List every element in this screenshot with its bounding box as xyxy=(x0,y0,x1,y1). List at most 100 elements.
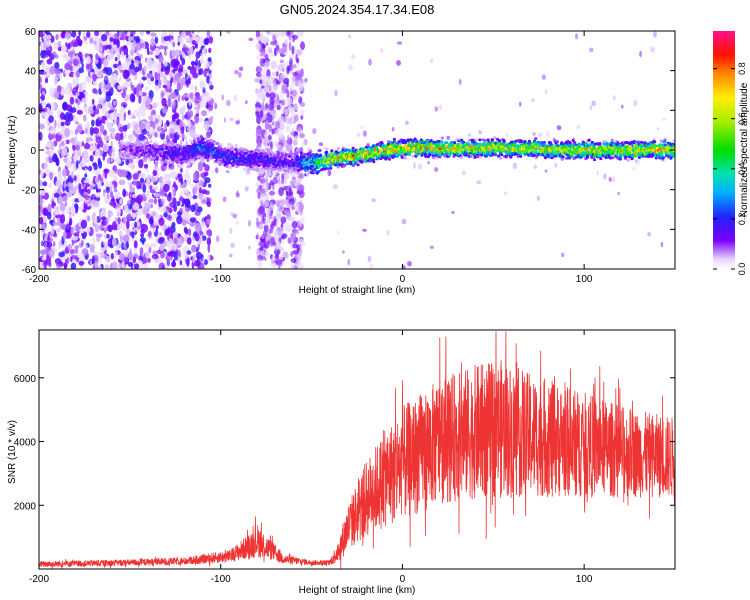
noise-cell xyxy=(164,105,169,109)
noise-cell xyxy=(42,49,47,56)
noise-cell xyxy=(143,163,149,169)
noise-cell xyxy=(257,192,261,200)
noise-cell xyxy=(48,249,55,258)
ridge-cell xyxy=(234,156,238,160)
noise-cell xyxy=(268,102,275,111)
noise-cell xyxy=(168,191,172,198)
noise-cell xyxy=(137,38,141,43)
noise-cell xyxy=(149,189,156,194)
noise-cell xyxy=(270,236,275,245)
noise-cell xyxy=(165,120,170,126)
noise-cell xyxy=(203,38,208,46)
noise-cell xyxy=(139,31,145,37)
noise-cell xyxy=(232,213,238,219)
noise-cell xyxy=(171,221,176,228)
noise-cell xyxy=(451,211,455,214)
noise-cell xyxy=(282,116,287,123)
noise-cell xyxy=(235,192,240,198)
noise-cell xyxy=(143,65,147,73)
noise-cell xyxy=(195,51,201,59)
noise-cell xyxy=(248,37,254,42)
noise-cell xyxy=(105,31,110,36)
noise-cell xyxy=(83,106,88,113)
noise-cell xyxy=(69,249,74,255)
noise-cell xyxy=(184,233,188,241)
noise-cell xyxy=(189,84,194,91)
noise-cell xyxy=(41,71,47,75)
noise-cell xyxy=(134,221,138,228)
noise-cell xyxy=(639,50,642,58)
ridge-cell xyxy=(166,143,170,147)
noise-cell xyxy=(65,84,72,94)
noise-cell xyxy=(114,132,122,141)
noise-cell xyxy=(296,93,300,100)
noise-cell xyxy=(286,96,293,106)
noise-cell xyxy=(196,103,201,111)
noise-cell xyxy=(476,180,482,185)
noise-cell xyxy=(284,108,289,116)
noise-cell xyxy=(208,69,212,74)
noise-cell xyxy=(101,33,108,42)
noise-cell xyxy=(98,45,103,53)
noise-cell xyxy=(81,150,89,159)
noise-cell xyxy=(290,82,296,87)
noise-cell xyxy=(300,41,305,51)
noise-cell xyxy=(266,31,272,36)
noise-cell xyxy=(134,109,137,114)
noise-cell xyxy=(39,31,44,37)
noise-cell xyxy=(122,131,128,138)
noise-cell xyxy=(165,256,171,262)
noise-cell xyxy=(79,228,85,234)
noise-cell xyxy=(275,44,280,52)
noise-cell xyxy=(276,202,281,208)
noise-cell xyxy=(429,245,434,249)
noise-cell xyxy=(127,122,131,130)
noise-cell xyxy=(83,142,91,150)
noise-cell xyxy=(45,156,49,165)
noise-cell xyxy=(139,237,146,243)
noise-cell xyxy=(271,128,275,135)
noise-cell xyxy=(95,192,101,198)
noise-cell xyxy=(434,106,439,112)
noise-cell xyxy=(149,185,153,191)
noise-cell xyxy=(157,258,163,263)
noise-cell xyxy=(113,38,117,46)
noise-cell xyxy=(279,73,285,83)
noise-cell xyxy=(269,212,273,220)
noise-cell xyxy=(63,157,68,163)
ridge-cell xyxy=(342,164,346,168)
noise-cell xyxy=(113,188,118,193)
noise-cell xyxy=(107,102,113,109)
noise-cell xyxy=(268,134,272,141)
noise-cell xyxy=(92,127,100,135)
noise-cell xyxy=(61,146,68,157)
noise-cell xyxy=(129,93,135,103)
noise-cell xyxy=(201,199,208,204)
noise-cell xyxy=(367,255,372,263)
noise-cell xyxy=(144,243,151,250)
noise-cell xyxy=(131,59,135,66)
noise-cell xyxy=(132,202,140,211)
noise-cell xyxy=(279,59,284,64)
noise-cell xyxy=(71,255,76,260)
noise-cell xyxy=(127,36,134,41)
ridge-cell xyxy=(289,151,293,155)
noise-cell xyxy=(164,228,171,235)
noise-cell xyxy=(49,65,56,75)
noise-cell xyxy=(291,232,297,241)
noise-cell xyxy=(190,204,196,213)
noise-cell xyxy=(576,124,581,130)
noise-cell xyxy=(130,162,135,170)
noise-cell xyxy=(296,126,303,131)
noise-cell xyxy=(208,102,211,108)
ridge-cell xyxy=(146,141,150,145)
noise-cell xyxy=(275,142,280,149)
noise-cell xyxy=(244,100,248,105)
noise-cell xyxy=(47,203,52,213)
noise-cell xyxy=(171,190,174,200)
noise-cell xyxy=(118,179,126,185)
noise-cell xyxy=(173,100,177,107)
noise-cell xyxy=(554,162,558,168)
noise-cell xyxy=(110,192,114,197)
noise-cell xyxy=(206,75,210,84)
